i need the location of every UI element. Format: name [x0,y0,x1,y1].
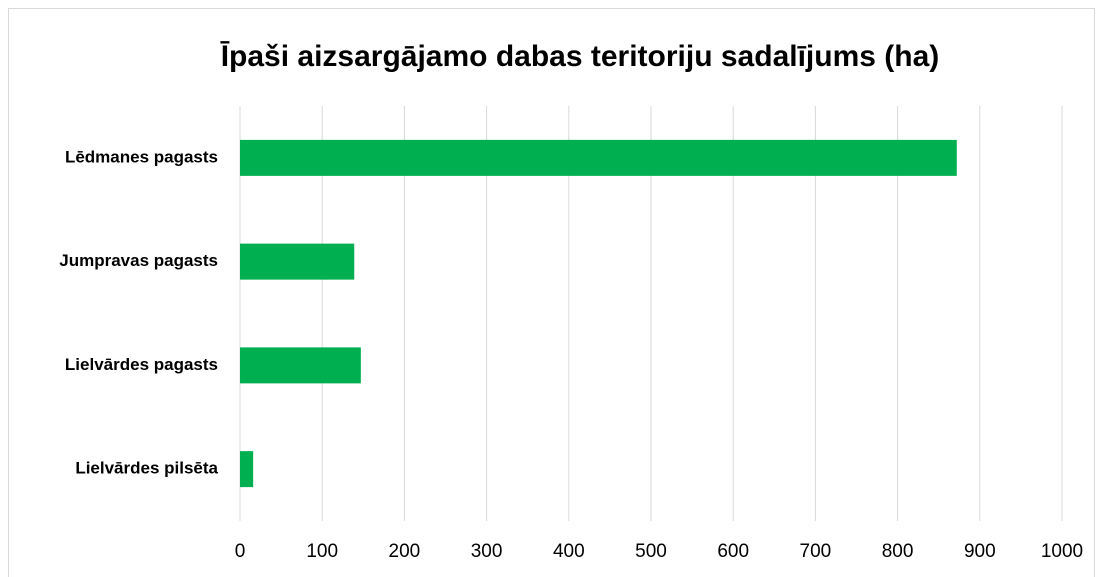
y-tick-label: Jumpravas pagasts [59,251,218,270]
x-tick-label: 400 [553,541,585,562]
x-tick-label: 800 [882,541,914,562]
y-tick-label: Lielvārdes pagasts [65,355,218,374]
x-tick-label: 1000 [1041,541,1083,562]
y-tick-label: Lēdmanes pagasts [65,147,218,166]
chart-frame [8,8,1095,577]
bar [240,243,355,280]
x-tick-label: 100 [306,541,338,562]
chart-title: Īpaši aizsargājamo dabas teritoriju sada… [220,40,940,73]
y-tick-label: Lielvārdes pilsēta [75,459,218,478]
x-tick-label: 200 [389,541,421,562]
x-tick-label: 600 [717,541,749,562]
x-tick-label: 900 [964,541,996,562]
bar [240,451,254,488]
x-tick-label: 500 [635,541,667,562]
bar [240,139,957,176]
x-tick-label: 300 [471,541,503,562]
x-tick-label: 0 [235,541,246,562]
bar [240,347,361,384]
x-tick-label: 700 [800,541,832,562]
